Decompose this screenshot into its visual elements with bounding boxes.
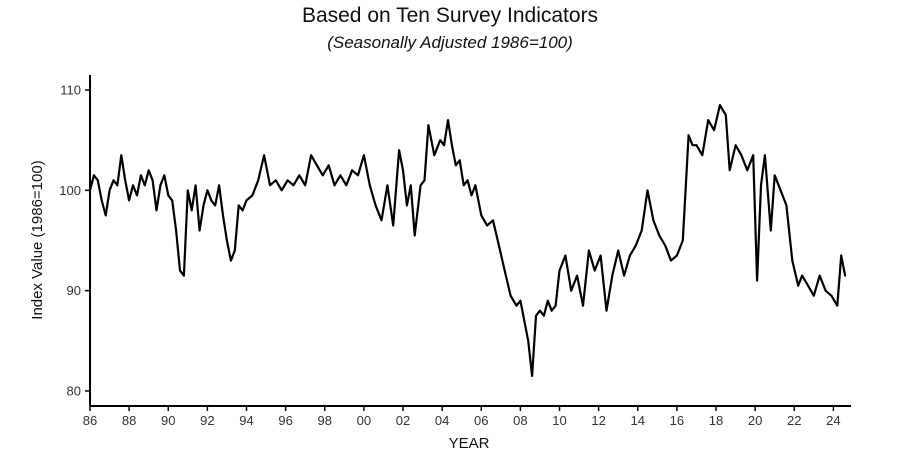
- x-tick-label: 02: [396, 413, 410, 428]
- x-axis: 86 88 90 92 94 96 98 00 02 04 06 08 10 12 14 16 18 20 22 24: [83, 405, 851, 428]
- x-tick-label: 10: [552, 413, 566, 428]
- x-tick-label: 88: [122, 413, 136, 428]
- chart-title: Based on Ten Survey Indicators: [301, 4, 599, 27]
- y-tick-label: 80: [67, 383, 81, 398]
- x-tick-label: 86: [83, 413, 97, 428]
- y-tick-label: 100: [59, 183, 81, 198]
- x-tick-label: 98: [318, 413, 332, 428]
- x-tick-label: 04: [435, 413, 449, 428]
- x-tick-label: 18: [709, 413, 723, 428]
- x-tick-label: 12: [591, 413, 605, 428]
- x-axis-title: YEAR: [449, 435, 490, 452]
- x-tick-label: 06: [474, 413, 488, 428]
- x-tick-label: 22: [787, 413, 801, 428]
- y-axis-title: Index Value (1986=100): [29, 160, 46, 319]
- y-tick-label: 90: [67, 283, 81, 298]
- x-tick-label: 92: [200, 413, 214, 428]
- chart-subtitle: (Seasonally Adjusted 1986=100): [327, 33, 573, 52]
- series-line: [88, 103, 847, 377]
- x-tick-label: 20: [748, 413, 762, 428]
- x-tick-label: 90: [161, 413, 175, 428]
- y-axis: 80 90 100 110: [59, 75, 91, 406]
- series-group: [88, 103, 847, 377]
- x-tick-label: 16: [670, 413, 684, 428]
- x-tick-label: 94: [239, 413, 253, 428]
- y-tick-label: 110: [60, 83, 81, 98]
- x-tick-label: 00: [357, 413, 371, 428]
- x-tick-label: 96: [278, 413, 292, 428]
- x-tick-label: 08: [513, 413, 527, 428]
- x-tick-label: 14: [631, 413, 645, 428]
- x-tick-label: 24: [826, 413, 840, 428]
